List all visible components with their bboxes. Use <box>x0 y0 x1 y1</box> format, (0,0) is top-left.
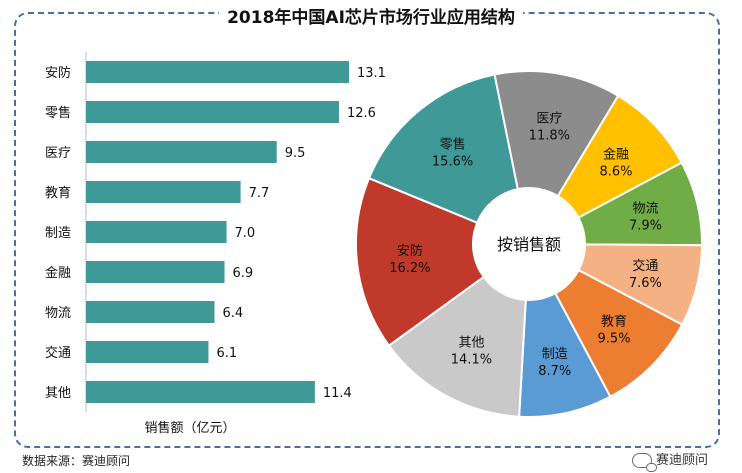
slice-percent-label: 8.6% <box>600 164 633 179</box>
slice-percent-label: 14.1% <box>451 352 492 367</box>
wechat-watermark: 赛迪顾问 <box>632 449 709 472</box>
pie-slice <box>493 70 620 198</box>
bar <box>86 101 339 123</box>
bar-value-label: 7.7 <box>249 186 270 201</box>
wechat-icon <box>632 453 657 472</box>
slice-percent-label: 8.7% <box>538 364 571 379</box>
bar-value-label: 6.9 <box>233 266 254 281</box>
slice-category-label: 金融 <box>603 146 629 162</box>
bar <box>86 301 215 323</box>
category-label: 安防 <box>45 65 71 81</box>
bar <box>86 341 209 363</box>
slice-category-label: 制造 <box>542 347 568 362</box>
chart-title: 2018年中国AI芯片市场行业应用结构 <box>0 3 742 28</box>
category-label: 教育 <box>45 185 71 201</box>
bar-value-label: 12.6 <box>347 106 376 121</box>
pie-slice <box>387 275 527 418</box>
bar-value-label: 9.5 <box>285 146 306 161</box>
donut-chart: 金融 8.6% 物流 7.9% 交通 7.6% 教育 9.5% 制造 8.7% 其他 14.1% 安防 1… <box>355 70 704 418</box>
slice-percent-label: 16.2% <box>389 261 430 276</box>
bar <box>86 141 277 163</box>
bar-chart: 安防 13.1 零售 12.6 医疗 9.5 教育 7.7 制造 7.0 金融 6.9 物流 6.4 交通 6… <box>45 52 386 436</box>
slice-percent-label: 7.6% <box>629 276 662 291</box>
category-label: 其他 <box>45 386 71 401</box>
bar-value-label: 6.1 <box>216 346 237 361</box>
category-label: 零售 <box>45 105 71 121</box>
pie-slice <box>367 73 520 225</box>
bar-value-label: 13.1 <box>357 66 386 81</box>
bar <box>86 181 241 203</box>
wechat-account-label: 赛迪顾问 <box>656 453 709 468</box>
x-axis-label: 销售额（亿元） <box>144 420 235 436</box>
bar-value-label: 11.4 <box>323 386 352 401</box>
bar-value-label: 7.0 <box>235 226 256 241</box>
slice-category-label: 安防 <box>397 243 423 259</box>
slice-category-label: 交通 <box>632 258 658 274</box>
category-label: 金融 <box>45 265 71 281</box>
slice-percent-label: 7.9% <box>629 218 662 233</box>
slice-percent-label: 11.8% <box>529 129 570 144</box>
data-source-note: 数据来源：赛迪顾问 <box>22 454 131 468</box>
bar <box>86 261 225 283</box>
pie-slice <box>355 176 486 347</box>
slice-percent-label: 15.6% <box>432 154 473 169</box>
slice-category-label: 物流 <box>633 201 659 216</box>
bar <box>86 221 227 243</box>
slice-category-label: 教育 <box>601 314 627 330</box>
category-label: 制造 <box>45 226 71 241</box>
bar <box>86 381 315 403</box>
donut-center-label: 按销售额 <box>497 235 561 254</box>
bar <box>86 61 349 83</box>
category-label: 医疗 <box>45 146 71 161</box>
slice-category-label: 医疗 <box>536 112 562 127</box>
category-label: 交通 <box>45 345 71 361</box>
bar-value-label: 6.4 <box>222 306 243 321</box>
slice-category-label: 零售 <box>440 136 466 152</box>
slice-category-label: 其他 <box>458 335 484 350</box>
slice-percent-label: 9.5% <box>598 332 631 347</box>
category-label: 物流 <box>45 306 71 321</box>
